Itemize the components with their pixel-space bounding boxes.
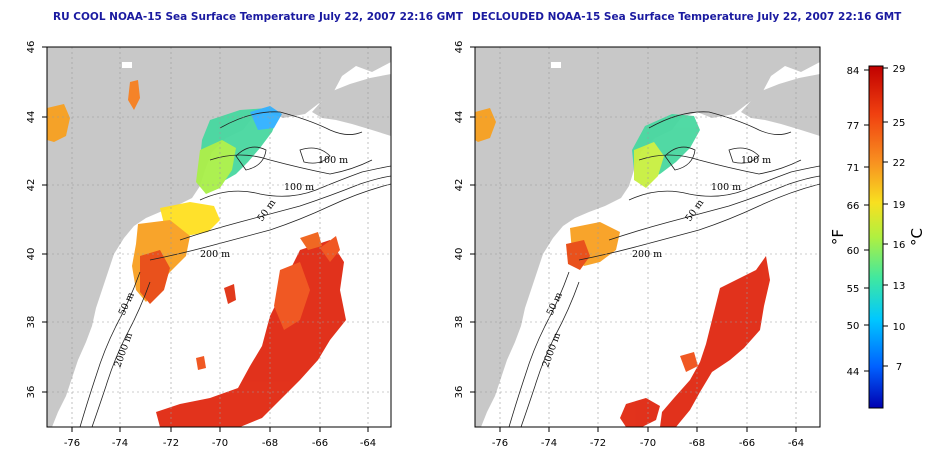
celsius-tick: 10 <box>893 322 906 333</box>
right-map-bathymetry-contours <box>508 111 820 427</box>
right-contour-label-100m-a: 100 m <box>741 155 771 166</box>
left-lat-tick: 44 <box>26 111 37 124</box>
right-contour-label-200m: 200 m <box>632 249 662 260</box>
right-lon-tick: -70 <box>640 438 656 449</box>
left-map-land <box>47 47 391 427</box>
left-lon-tick: -72 <box>163 438 179 449</box>
fahrenheit-tick: 84 <box>847 66 860 77</box>
left-map: 100 m 100 m 50 m 200 m 50 m 2000 m -76 -… <box>26 41 392 449</box>
right-lon-tick: -74 <box>541 438 557 449</box>
right-lat-tick: 44 <box>454 111 465 124</box>
right-lon-tick: -66 <box>739 438 755 449</box>
fahrenheit-tick: 50 <box>847 321 860 332</box>
right-lat-tick: 36 <box>454 386 465 399</box>
right-lon-tick: -64 <box>788 438 804 449</box>
colorbar-gradient <box>868 65 884 409</box>
right-map-lat-ticks: 46 44 42 40 38 36 <box>454 41 465 399</box>
left-lon-tick: -68 <box>262 438 278 449</box>
celsius-tick: 16 <box>893 240 906 251</box>
celsius-tick: 22 <box>893 158 906 169</box>
left-map-bathymetry-contours <box>79 111 391 427</box>
left-lon-tick: -70 <box>212 438 228 449</box>
left-contour-label-100m-b: 100 m <box>284 182 314 193</box>
celsius-tick: 29 <box>893 64 906 75</box>
right-lat-tick: 42 <box>454 179 465 192</box>
right-lon-tick: -76 <box>492 438 508 449</box>
left-lon-tick: -76 <box>64 438 80 449</box>
left-lon-tick: -64 <box>360 438 376 449</box>
left-map-lon-ticks: -76 -74 -72 -70 -68 -66 -64 <box>64 438 376 449</box>
celsius-unit-label: °C <box>908 228 926 246</box>
left-map-frame <box>46 46 392 428</box>
left-map-grid <box>47 47 391 427</box>
fahrenheit-tick: 66 <box>847 201 860 212</box>
left-contour-label-100m-a: 100 m <box>318 155 348 166</box>
left-lat-tick: 38 <box>26 316 37 329</box>
right-map-grid <box>475 47 820 427</box>
colorbar-celsius-ticks: 29 25 22 19 16 13 10 7 <box>893 64 906 373</box>
celsius-tick: 13 <box>893 281 906 292</box>
fahrenheit-unit-label: °F <box>829 229 847 245</box>
left-lat-tick: 46 <box>26 41 37 54</box>
right-contour-label-100m-b: 100 m <box>711 182 741 193</box>
right-lat-tick: 40 <box>454 248 465 261</box>
left-map-lat-ticks: 46 44 42 40 38 36 <box>26 41 37 399</box>
right-map-land <box>475 47 820 427</box>
fahrenheit-tick: 60 <box>847 246 860 257</box>
right-lat-tick: 38 <box>454 316 465 329</box>
left-lat-tick: 42 <box>26 179 37 192</box>
celsius-tick: 25 <box>893 118 906 129</box>
fahrenheit-tick: 77 <box>847 121 860 132</box>
fahrenheit-tick: 44 <box>847 367 860 378</box>
right-lat-tick: 46 <box>454 41 465 54</box>
right-lon-tick: -68 <box>689 438 705 449</box>
left-map-nova-scotia <box>312 74 391 136</box>
left-lat-tick: 40 <box>26 248 37 261</box>
left-lon-tick: -74 <box>112 438 128 449</box>
fahrenheit-tick: 71 <box>847 163 860 174</box>
right-map: 100 m 100 m 50 m 200 m 50 m 2000 m -76 -… <box>454 41 821 449</box>
right-map-sst-overlay <box>475 108 770 427</box>
colorbar-fahrenheit-ticks: 84 77 71 66 60 55 50 44 <box>847 66 860 378</box>
fahrenheit-tick: 55 <box>847 284 860 295</box>
right-lon-tick: -72 <box>590 438 606 449</box>
celsius-tick: 7 <box>896 362 902 373</box>
left-map-title: RU COOL NOAA-15 Sea Surface Temperature … <box>53 11 463 23</box>
right-map-title: DECLOUDED NOAA-15 Sea Surface Temperatur… <box>472 11 902 23</box>
celsius-tick: 19 <box>893 200 906 211</box>
right-map-nova-scotia <box>741 74 820 136</box>
left-lon-tick: -66 <box>312 438 328 449</box>
right-map-lon-ticks: -76 -74 -72 -70 -68 -66 -64 <box>492 438 804 449</box>
left-contour-label-200m: 200 m <box>200 249 230 260</box>
left-lat-tick: 36 <box>26 386 37 399</box>
colorbar: 84 77 71 66 60 55 50 44 29 25 22 19 16 1… <box>829 64 926 409</box>
